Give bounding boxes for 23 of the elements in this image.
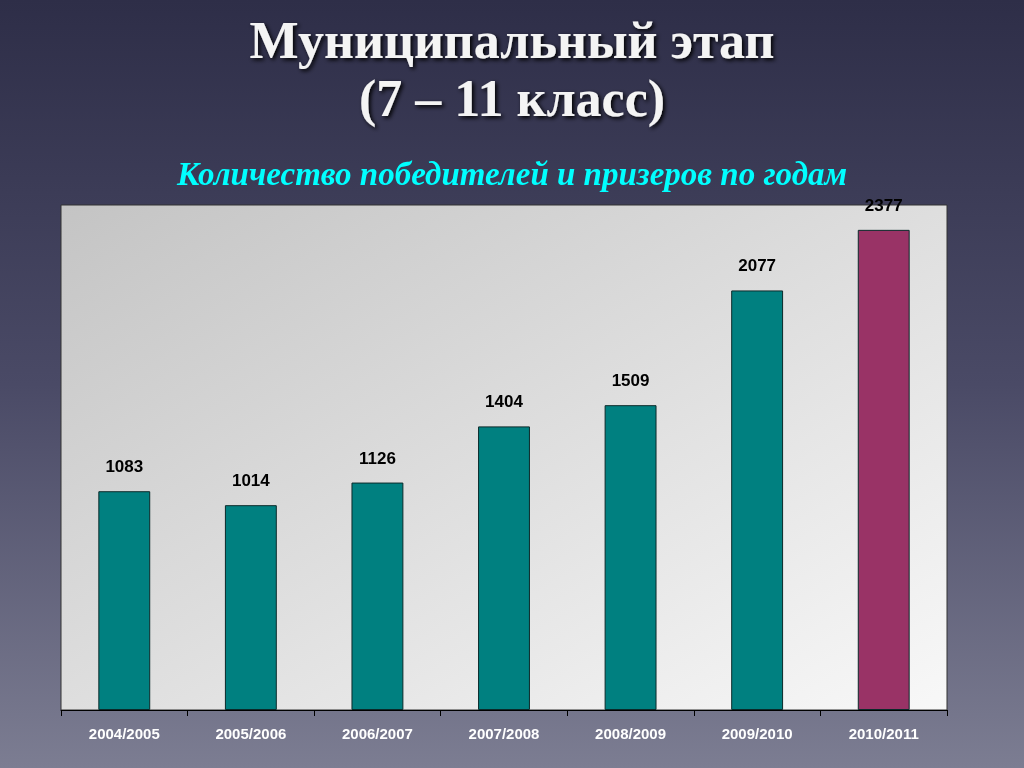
chart-title: Муниципальный этап (7 – 11 класс) bbox=[249, 11, 775, 128]
x-tick-label: 2004/2005 bbox=[88, 725, 160, 742]
bar bbox=[731, 290, 784, 710]
data-label: 1404 bbox=[485, 392, 524, 412]
bar bbox=[604, 405, 657, 710]
data-label: 2377 bbox=[864, 195, 903, 215]
bar bbox=[224, 505, 277, 710]
chart-subtitle: Количество победителей и призеров по годам bbox=[175, 155, 848, 192]
data-label: 1014 bbox=[231, 471, 271, 491]
x-tick-label: 2008/2009 bbox=[595, 725, 667, 742]
bar bbox=[857, 229, 910, 710]
bar bbox=[478, 426, 530, 710]
x-tick-label: 2010/2011 bbox=[848, 725, 919, 742]
data-label: 1509 bbox=[611, 371, 650, 391]
data-label: 2077 bbox=[738, 256, 777, 276]
data-label: 1126 bbox=[358, 448, 396, 468]
data-label: 1083 bbox=[105, 457, 144, 477]
x-tick-label: 2005/2006 bbox=[215, 725, 287, 742]
bar bbox=[351, 482, 404, 710]
x-tick-label: 2006/2007 bbox=[341, 725, 413, 742]
bar bbox=[98, 491, 151, 710]
x-tick-label: 2007/2008 bbox=[468, 725, 540, 742]
x-tick-label: 2009/2010 bbox=[721, 725, 793, 742]
